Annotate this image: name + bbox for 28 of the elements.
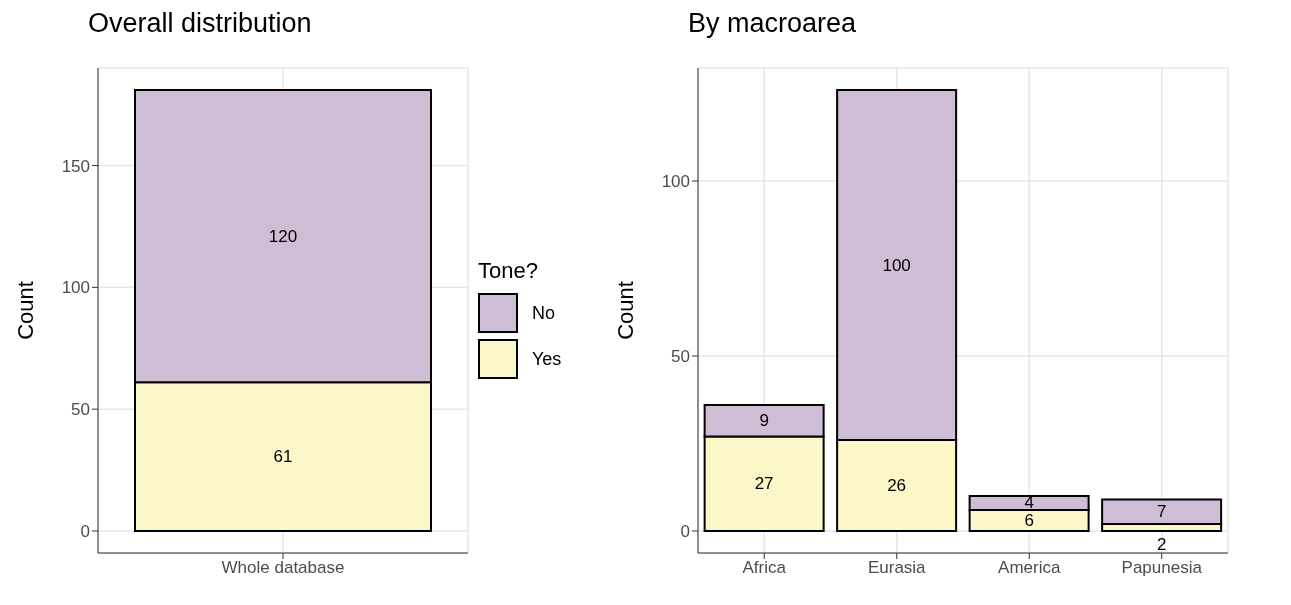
data-label: 61 [273,447,293,467]
data-label: 27 [754,474,774,494]
y-tick-label: 100 [61,278,90,298]
y-tick-label: 50 [71,400,90,420]
y-tick-label: 0 [680,521,690,541]
x-tick-label: Whole database [221,558,345,578]
chart-title: Overall distribution [87,8,313,40]
data-label: 26 [887,475,907,495]
y-tick-label: 0 [80,521,90,541]
legend-label: Yes [532,348,562,370]
x-tick-label: America [998,558,1061,578]
data-label: 6 [1024,510,1034,530]
y-axis-title: Count [12,281,38,340]
y-tick-label: 100 [661,172,690,192]
x-tick-label: Papunesia [1121,558,1203,578]
y-tick-label: 150 [61,156,90,176]
data-label: 7 [1156,502,1167,522]
chart-title: By macroarea [687,8,858,40]
x-tick-label: Africa [742,558,787,578]
legend-label: No [532,302,556,324]
legend-title: Tone? [478,258,539,284]
data-label: 100 [882,255,911,275]
y-axis-title: Count [612,281,638,340]
data-label: 2 [1156,535,1167,555]
x-tick-label: Eurasia [867,558,927,578]
y-tick-label: 50 [671,347,690,367]
data-label: 120 [268,226,298,246]
data-label: 9 [759,411,769,431]
